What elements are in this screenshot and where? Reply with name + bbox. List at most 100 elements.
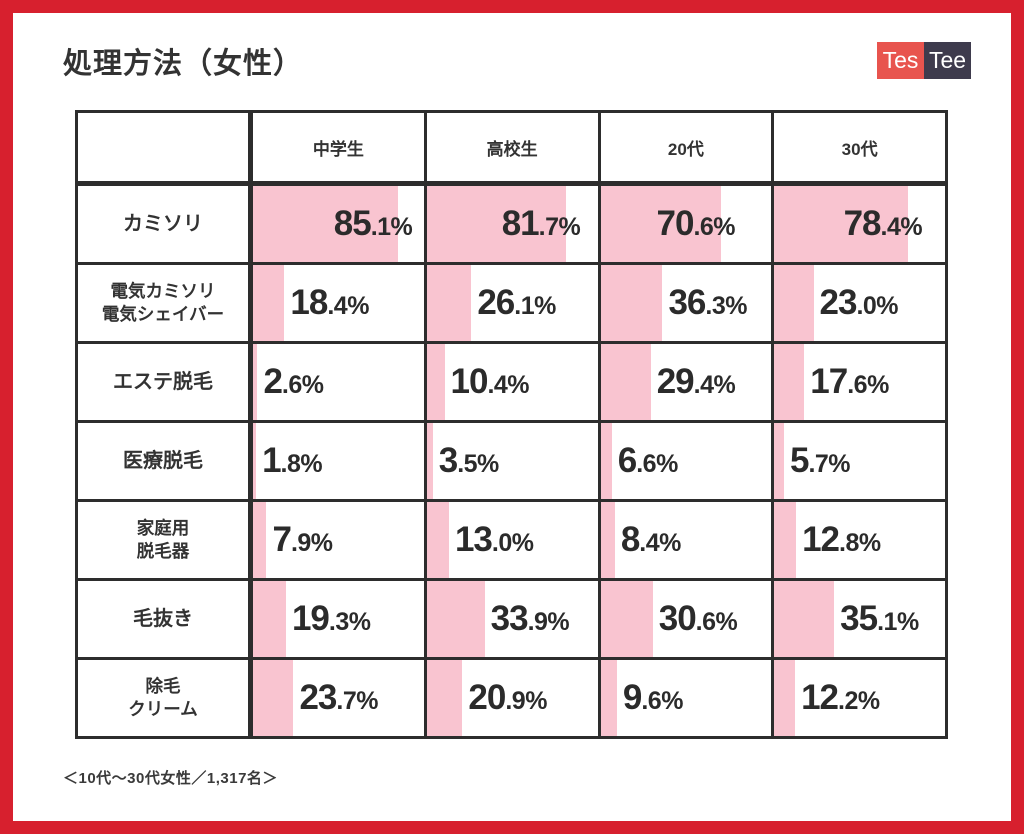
bar (600, 660, 617, 736)
value-cell: 23.0% (774, 265, 945, 341)
value-cell: 3.5% (426, 423, 601, 499)
value-cell: 7.9% (253, 502, 427, 578)
value-cell: 26.1% (426, 265, 601, 341)
value-cell: 2.6% (253, 344, 427, 420)
percent-label: 26.1% (477, 283, 556, 322)
value-cell: 10.4% (426, 344, 601, 420)
bar (253, 502, 267, 578)
page-title: 処理方法（女性） (63, 48, 304, 80)
percent-label: 13.0% (454, 520, 534, 559)
bar (426, 423, 433, 499)
bar (426, 186, 567, 262)
percent-label: 35.1% (840, 599, 919, 638)
percent-label: 1.8% (262, 441, 323, 480)
row-label: カミソリ (78, 186, 253, 262)
value-cell: 30.6% (600, 581, 775, 657)
corner-cell (78, 113, 253, 181)
percent-label: 85.1% (333, 204, 413, 243)
content-card: 処理方法（女性） Tes Tee 中学生 高校生 20代 30代 カミソリ 85.1% 8… (13, 13, 1011, 821)
table-row-3: 医療脱毛 1.8% 3.5% 6.6% 5.7% (78, 423, 945, 502)
bar (253, 660, 294, 736)
table-row-1: 電気カミソリ 電気シェイバー 18.4% 26.1% 36.3% 23.0% (78, 265, 945, 344)
percent-label: 23.0% (819, 283, 899, 322)
value-cell: 1.8% (253, 423, 427, 499)
percent-label: 10.4% (450, 362, 530, 401)
percent-label: 20.9% (468, 678, 547, 717)
bar (600, 344, 651, 420)
bar (253, 423, 257, 499)
value-cell: 81.7% (426, 186, 601, 262)
percent-label: 17.6% (810, 362, 889, 401)
row-label: 除毛 クリーム (78, 660, 253, 736)
value-cell: 13.0% (426, 502, 601, 578)
table-row-0: カミソリ 85.1% 81.7% 70.6% 78.4% (78, 186, 945, 265)
value-cell: 70.6% (600, 186, 775, 262)
bar (774, 344, 805, 420)
value-cell: 78.4% (774, 186, 945, 262)
value-cell: 5.7% (774, 423, 945, 499)
value-cell: 23.7% (253, 660, 427, 736)
percent-label: 19.3% (291, 599, 371, 638)
bar (426, 344, 445, 420)
percent-label: 78.4% (843, 204, 923, 243)
value-cell: 17.6% (774, 344, 945, 420)
table-row-6: 除毛 クリーム 23.7% 20.9% 9.6% 12.2% (78, 660, 945, 736)
value-cell: 35.1% (774, 581, 945, 657)
bar (253, 581, 286, 657)
value-cell: 18.4% (253, 265, 427, 341)
bar (600, 581, 653, 657)
bar (774, 423, 784, 499)
value-cell: 6.6% (600, 423, 775, 499)
row-label: 毛抜き (78, 581, 253, 657)
bar (426, 502, 449, 578)
bar (600, 423, 612, 499)
column-header-2: 20代 (601, 113, 775, 181)
column-header-1: 高校生 (427, 113, 601, 181)
table-header-row: 中学生 高校生 20代 30代 (78, 113, 945, 186)
percent-label: 30.6% (658, 599, 738, 638)
bar (774, 186, 909, 262)
percent-label: 81.7% (501, 204, 581, 243)
percent-label: 23.7% (299, 678, 378, 717)
value-cell: 19.3% (253, 581, 427, 657)
bar (600, 502, 615, 578)
bar (600, 186, 722, 262)
percent-label: 9.6% (622, 678, 684, 717)
column-header-3: 30代 (841, 139, 878, 159)
value-cell: 12.2% (774, 660, 945, 736)
bar (774, 502, 797, 578)
percent-label: 18.4% (290, 283, 369, 322)
percent-label: 5.7% (789, 441, 851, 480)
sample-note: ＜10代～30代女性／1,317名＞ (63, 770, 278, 787)
bar (426, 581, 485, 657)
testee-logo: Tes Tee (877, 42, 971, 79)
percent-label: 3.5% (438, 441, 500, 480)
value-cell: 33.9% (426, 581, 601, 657)
value-cell: 12.8% (774, 502, 945, 578)
bar (426, 265, 472, 341)
percent-label: 7.9% (272, 520, 333, 559)
value-cell: 8.4% (600, 502, 775, 578)
row-label: 電気カミソリ 電気シェイバー (78, 265, 253, 341)
percent-label: 12.8% (802, 520, 881, 559)
row-label: 医療脱毛 (78, 423, 253, 499)
value-cell: 9.6% (600, 660, 775, 736)
percent-label: 29.4% (656, 362, 736, 401)
bar (774, 265, 814, 341)
value-cell: 85.1% (253, 186, 427, 262)
percent-label: 70.6% (656, 204, 736, 243)
value-cell: 36.3% (600, 265, 775, 341)
bar (253, 344, 258, 420)
logo-tee-box: Tee (924, 42, 971, 79)
bar (426, 660, 463, 736)
bar (774, 660, 796, 736)
value-cell: 29.4% (600, 344, 775, 420)
data-table: 中学生 高校生 20代 30代 カミソリ 85.1% 81.7% 70.6% 78.4% 電気カ… (75, 110, 948, 739)
bar (774, 581, 835, 657)
logo-tes-box: Tes (877, 42, 924, 79)
percent-label: 6.6% (617, 441, 679, 480)
table-row-2: エステ脱毛 2.6% 10.4% 29.4% 17.6% (78, 344, 945, 423)
bar (600, 265, 663, 341)
bar (253, 186, 399, 262)
